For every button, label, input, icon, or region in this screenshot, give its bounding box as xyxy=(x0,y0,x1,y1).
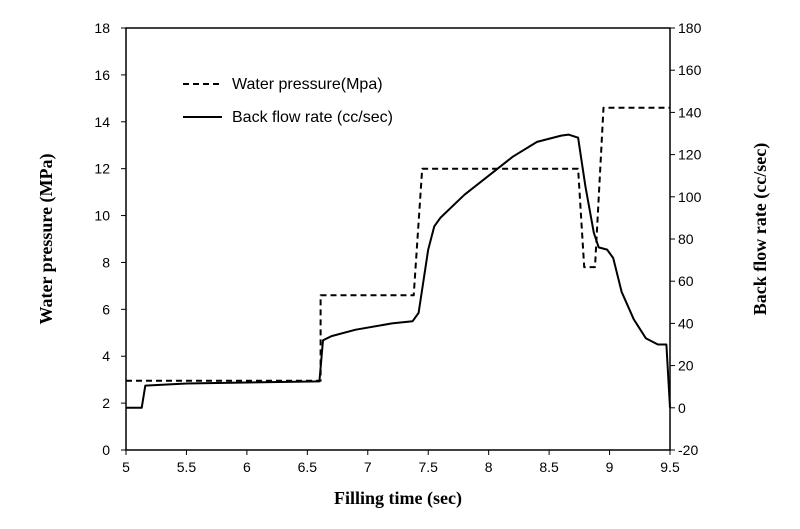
legend-label-water-pressure: Water pressure(Mpa) xyxy=(232,76,383,93)
y2-tick-label: 140 xyxy=(678,104,702,120)
x-tick-label: 6.5 xyxy=(298,459,318,475)
y2-tick-label: 20 xyxy=(678,358,694,374)
y-axis-ticks: 0 2 4 6 8 10 12 14 16 18 xyxy=(94,20,126,458)
x-tick-label: 5 xyxy=(122,459,130,475)
y-tick-label: 6 xyxy=(102,301,110,317)
y2-axis-ticks: -20 0 20 40 60 80 100 120 140 160 180 xyxy=(670,20,702,458)
y-axis-title: Water pressure (MPa) xyxy=(36,154,57,325)
y2-tick-label: 120 xyxy=(678,147,702,163)
x-axis-ticks: 5 5.5 6 6.5 7 7.5 8 8.5 9 9.5 xyxy=(122,450,680,475)
x-tick-label: 8.5 xyxy=(539,459,559,475)
x-tick-label: 7.5 xyxy=(418,459,438,475)
legend: Water pressure(Mpa) Back flow rate (cc/s… xyxy=(183,76,393,126)
series-line-back-flow-rate xyxy=(126,133,671,409)
y2-tick-label: 40 xyxy=(678,315,694,331)
y-tick-label: 18 xyxy=(94,20,110,36)
y2-tick-label: 100 xyxy=(678,189,702,205)
x-tick-label: 9 xyxy=(606,459,614,475)
y2-tick-label: -20 xyxy=(678,442,698,458)
y-tick-label: 4 xyxy=(102,348,110,364)
y-tick-label: 8 xyxy=(102,254,110,270)
y2-tick-label: 180 xyxy=(678,20,702,36)
x-axis-title: Filling time (sec) xyxy=(334,488,462,509)
y2-tick-label: 80 xyxy=(678,231,694,247)
y-tick-label: 12 xyxy=(94,161,110,177)
y-tick-label: 16 xyxy=(94,67,110,83)
y2-tick-label: 160 xyxy=(678,62,702,78)
y-tick-label: 10 xyxy=(94,208,110,224)
x-tick-label: 9.5 xyxy=(660,459,680,475)
x-tick-label: 6 xyxy=(243,459,251,475)
series-layer xyxy=(126,106,671,409)
y-tick-label: 2 xyxy=(102,395,110,411)
y2-tick-label: 0 xyxy=(678,400,686,416)
x-tick-label: 8 xyxy=(485,459,493,475)
series-line-water-pressure xyxy=(126,106,670,382)
y-tick-label: 0 xyxy=(102,442,110,458)
x-tick-label: 7 xyxy=(364,459,372,475)
legend-label-back-flow-rate: Back flow rate (cc/sec) xyxy=(232,109,393,126)
y2-tick-label: 60 xyxy=(678,273,694,289)
y2-axis-title: Back flow rate (cc/sec) xyxy=(750,143,771,315)
x-tick-label: 5.5 xyxy=(177,459,197,475)
y-tick-label: 14 xyxy=(94,114,110,130)
